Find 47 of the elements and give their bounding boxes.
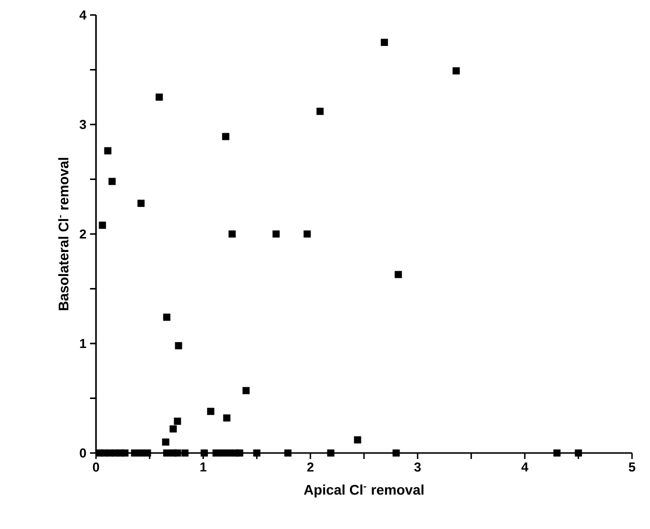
- point: [452, 67, 460, 74]
- point: [242, 386, 250, 394]
- point: [207, 408, 214, 415]
- point: [223, 414, 230, 422]
- point: [392, 449, 400, 457]
- point: [253, 449, 260, 457]
- point: [121, 449, 129, 457]
- point: [174, 342, 182, 350]
- point: [284, 449, 292, 457]
- y-tick-label: 0: [80, 448, 86, 458]
- x-tick-label: 4: [521, 462, 528, 472]
- y-axis-title: Basolateral Cl$^{-}$ removal: [58, 158, 68, 310]
- point: [380, 38, 388, 46]
- y-tick-label: 3: [80, 120, 86, 130]
- point: [163, 314, 170, 321]
- point: [104, 147, 112, 154]
- point: [304, 230, 311, 238]
- x-tick-label: 3: [414, 462, 421, 472]
- point: [170, 425, 177, 432]
- point: [162, 438, 170, 446]
- point: [108, 178, 116, 186]
- point: [553, 449, 561, 457]
- y-tick-label: 1: [80, 339, 86, 348]
- point: [354, 436, 362, 444]
- point: [137, 200, 145, 207]
- point: [144, 449, 152, 457]
- point: [156, 94, 163, 101]
- point: [181, 449, 189, 457]
- y-tick-label: 4: [80, 10, 86, 20]
- point: [327, 449, 334, 457]
- point: [222, 132, 230, 140]
- point: [574, 449, 582, 457]
- x-tick-label: 0: [92, 462, 100, 472]
- point: [236, 449, 244, 457]
- x-tick-label: 2: [307, 462, 314, 472]
- x-tick-label: 1: [200, 462, 206, 472]
- y-tick-label: 2: [80, 229, 86, 239]
- point: [174, 449, 182, 457]
- point: [394, 270, 402, 278]
- point: [98, 222, 106, 229]
- x-axis-title: Apical Cl$^{-}$ removal: [304, 484, 424, 498]
- point: [316, 108, 324, 115]
- point: [174, 418, 182, 425]
- x-tick-label: 5: [628, 462, 636, 472]
- point: [200, 449, 208, 457]
- point: [272, 230, 280, 238]
- point: [228, 230, 236, 238]
